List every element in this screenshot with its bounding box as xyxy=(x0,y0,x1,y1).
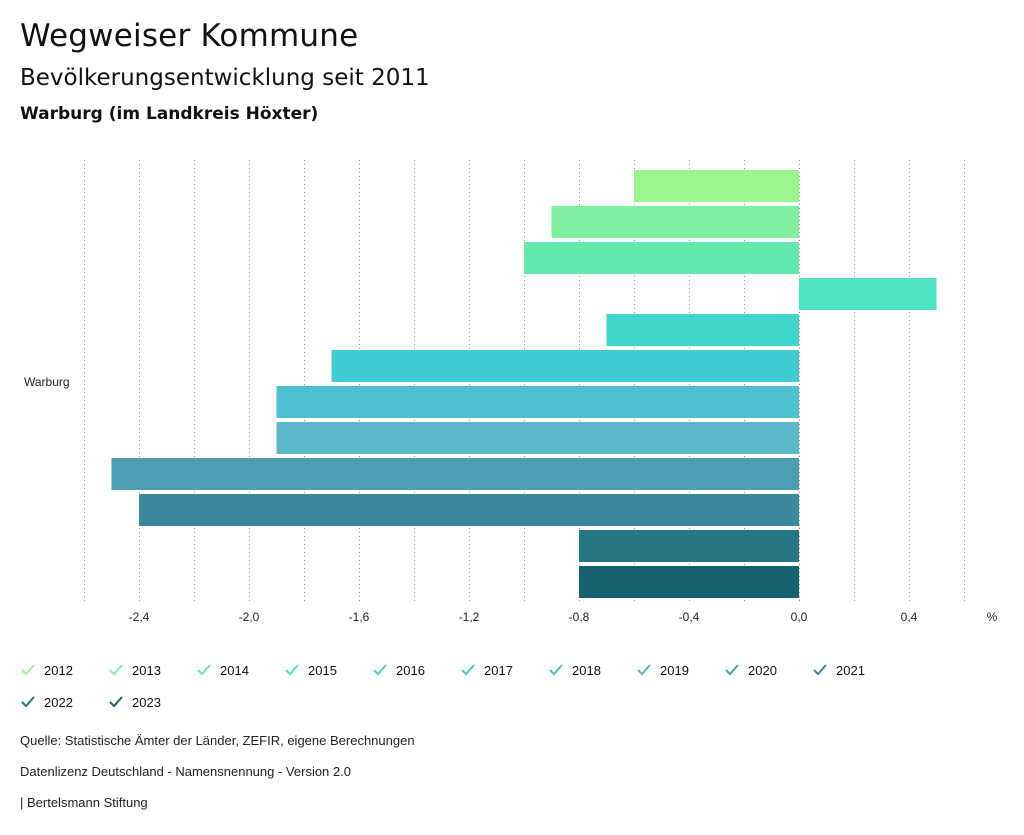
legend-item-2018[interactable]: 2018 xyxy=(548,660,601,680)
legend-item-2015[interactable]: 2015 xyxy=(284,660,337,680)
legend-label: 2017 xyxy=(484,662,513,678)
x-axis-ticks: -2,4 -2,0 -1,6 -1,2 -0,8 -0,4 0,0 0,4 xyxy=(129,610,918,624)
category-label: Warburg xyxy=(24,375,70,389)
checkmark-icon xyxy=(813,664,827,676)
legend-label: 2020 xyxy=(748,662,777,678)
x-tick-label: -0,4 xyxy=(679,610,700,624)
bar-2016 xyxy=(606,314,799,346)
bar-chart: -2,4 -2,0 -1,6 -1,2 -0,8 -0,4 0,0 0,4 Warburg % xyxy=(24,160,998,624)
legend-item-2021[interactable]: 2021 xyxy=(812,660,865,680)
legend-label: 2021 xyxy=(836,662,865,678)
legend-label: 2016 xyxy=(396,662,425,678)
legend-label: 2013 xyxy=(132,662,161,678)
x-tick-label: -2,0 xyxy=(239,610,260,624)
checkmark-icon xyxy=(109,696,123,708)
bar-2019 xyxy=(276,422,799,454)
bar-group xyxy=(111,170,937,598)
x-tick-label: -1,6 xyxy=(349,610,370,624)
chart-subtitle: Bevölkerungsentwicklung seit 2011 xyxy=(20,65,430,91)
checkmark-icon xyxy=(373,664,387,676)
bar-2014 xyxy=(524,242,799,274)
checkmark-icon xyxy=(637,664,651,676)
legend-label: 2018 xyxy=(572,662,601,678)
page-title: Wegweiser Kommune xyxy=(20,18,359,54)
bar-2022 xyxy=(579,530,799,562)
legend-label: 2012 xyxy=(44,662,73,678)
x-tick-label: 0,4 xyxy=(901,610,918,624)
legend-item-2014[interactable]: 2014 xyxy=(196,660,249,680)
checkmark-icon xyxy=(285,664,299,676)
bar-2018 xyxy=(276,386,799,418)
legend-item-2017[interactable]: 2017 xyxy=(460,660,513,680)
legend-label: 2022 xyxy=(44,694,73,710)
x-tick-label: 0,0 xyxy=(791,610,808,624)
license-note: Datenlizenz Deutschland - Namensnennung … xyxy=(20,764,351,779)
source-note: Quelle: Statistische Ämter der Länder, Z… xyxy=(20,733,415,748)
bar-2020 xyxy=(111,458,799,490)
legend-item-2020[interactable]: 2020 xyxy=(724,660,777,680)
unit-label: % xyxy=(987,610,998,624)
checkmark-icon xyxy=(21,664,35,676)
legend-label: 2014 xyxy=(220,662,249,678)
bar-2012 xyxy=(634,170,799,202)
checkmark-icon xyxy=(549,664,563,676)
checkmark-icon xyxy=(109,664,123,676)
bar-2017 xyxy=(331,350,799,382)
legend-label: 2023 xyxy=(132,694,161,710)
x-tick-label: -1,2 xyxy=(459,610,480,624)
legend-item-2013[interactable]: 2013 xyxy=(108,660,161,680)
checkmark-icon xyxy=(725,664,739,676)
legend-item-2022[interactable]: 2022 xyxy=(20,692,73,712)
legend-item-2023[interactable]: 2023 xyxy=(108,692,161,712)
x-tick-label: -0,8 xyxy=(569,610,590,624)
x-tick-label: -2,4 xyxy=(129,610,150,624)
bar-2023 xyxy=(579,566,799,598)
bar-2013 xyxy=(551,206,799,238)
region-label: Warburg (im Landkreis Höxter) xyxy=(20,104,319,124)
checkmark-icon xyxy=(197,664,211,676)
legend-item-2016[interactable]: 2016 xyxy=(372,660,425,680)
legend-item-2019[interactable]: 2019 xyxy=(636,660,689,680)
bar-2021 xyxy=(139,494,799,526)
bar-2015 xyxy=(799,278,937,310)
legend-label: 2019 xyxy=(660,662,689,678)
checkmark-icon xyxy=(461,664,475,676)
legend-item-2012[interactable]: 2012 xyxy=(20,660,73,680)
publisher-note: | Bertelsmann Stiftung xyxy=(20,795,148,810)
checkmark-icon xyxy=(21,696,35,708)
legend-label: 2015 xyxy=(308,662,337,678)
